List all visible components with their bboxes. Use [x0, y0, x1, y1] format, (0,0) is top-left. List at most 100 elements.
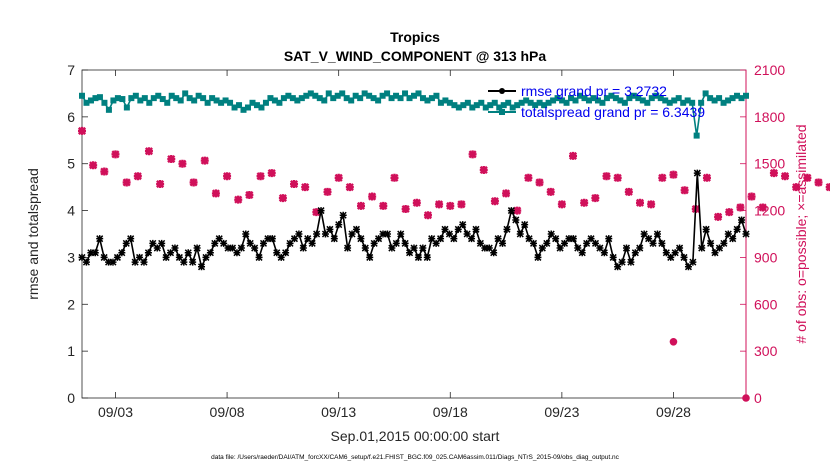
rmse-marker — [702, 225, 710, 233]
spread-marker — [285, 92, 292, 99]
x-tick-label: 09/03 — [98, 404, 133, 420]
obs-cross — [401, 204, 410, 214]
rmse-marker — [738, 216, 746, 224]
obs-assimilated-marker — [658, 173, 667, 182]
spread-marker — [137, 97, 144, 104]
x-tick-label: 09/08 — [210, 404, 245, 420]
rmse-marker — [206, 249, 214, 257]
rmse-marker — [82, 258, 90, 266]
spread-marker — [384, 90, 391, 97]
obs-assimilated-marker — [167, 154, 176, 164]
rmse-marker — [676, 244, 684, 252]
rmse-marker — [680, 253, 688, 261]
spread-marker — [222, 97, 229, 104]
rmse-marker — [521, 221, 529, 229]
spread-marker — [312, 92, 319, 99]
rmse-marker — [220, 239, 228, 247]
obs-assimilated-marker — [524, 173, 533, 182]
rmse-marker — [277, 253, 285, 261]
rmse-marker — [268, 235, 276, 243]
spread-marker — [213, 97, 220, 104]
rmse-marker — [441, 225, 449, 233]
obs-cross — [769, 169, 778, 178]
spread-marker — [173, 95, 180, 102]
rmse-marker — [667, 253, 675, 261]
obs-assimilated-marker — [156, 179, 165, 189]
spread-marker — [146, 99, 153, 106]
obs-assimilated-marker — [401, 204, 410, 214]
spread-marker — [119, 96, 126, 103]
spread-marker — [657, 95, 664, 102]
spread-marker — [357, 95, 364, 102]
y-right-tick-label: 1200 — [754, 203, 785, 219]
spread-marker — [523, 97, 530, 104]
spread-marker — [231, 104, 238, 111]
spread-marker — [92, 95, 99, 102]
obs-cross — [513, 206, 522, 215]
spread-marker — [527, 99, 534, 106]
obs-assimilated-marker — [647, 200, 656, 209]
rmse-marker — [715, 244, 723, 252]
obs-assimilated-marker — [323, 187, 332, 196]
obs-assimilated-marker — [468, 150, 477, 159]
rmse-marker — [357, 235, 365, 243]
spread-marker — [141, 95, 148, 102]
obs-cross — [200, 156, 209, 165]
rmse-marker — [622, 244, 631, 252]
rmse-marker — [499, 239, 507, 247]
obs-assimilated-marker — [334, 173, 343, 182]
rmse-marker — [733, 225, 741, 233]
obs-assimilated-marker — [100, 167, 109, 176]
obs-cross — [167, 154, 176, 164]
spread-marker — [689, 99, 696, 106]
y-right-tick-label: 1500 — [754, 156, 785, 172]
obs-assimilated-marker — [178, 159, 187, 168]
obs-assimilated-marker — [345, 183, 354, 192]
rmse-marker — [724, 230, 732, 238]
obs-cross — [725, 208, 734, 217]
obs-assimilated-marker — [513, 206, 522, 215]
y-right-tick-label: 0 — [754, 390, 762, 406]
rmse-marker — [290, 235, 299, 243]
rmse-marker — [264, 235, 272, 243]
rmse-marker — [330, 235, 338, 243]
spread-marker — [267, 95, 274, 102]
obs-cross — [334, 173, 343, 182]
spread-marker — [599, 99, 606, 106]
obs-assimilated-marker — [133, 172, 142, 181]
spread-marker — [227, 99, 234, 106]
obs-cross — [211, 189, 220, 198]
spread-marker — [698, 99, 705, 106]
spread-marker — [204, 99, 211, 106]
spread-marker — [446, 99, 453, 106]
rmse-marker — [468, 235, 476, 243]
rmse-marker — [525, 235, 533, 243]
spread-marker — [671, 97, 678, 104]
obs-assimilated-marker — [624, 187, 633, 196]
rmse-marker — [140, 258, 148, 266]
obs-cross — [702, 173, 711, 182]
y-left-tick-label: 5 — [67, 156, 75, 172]
spread-marker — [271, 97, 278, 104]
spread-marker — [379, 92, 386, 99]
spread-marker — [433, 92, 440, 99]
rmse-marker — [251, 244, 259, 252]
y-right-tick-label: 900 — [754, 249, 778, 265]
rmse-marker — [392, 239, 400, 247]
spread-marker — [339, 90, 346, 97]
rmse-marker — [516, 230, 524, 238]
rmse-marker — [698, 244, 706, 252]
spread-marker — [478, 99, 485, 106]
obs-assimilated-marker — [412, 198, 421, 207]
spread-marker — [249, 99, 256, 106]
rmse-marker — [308, 239, 316, 247]
obs-cross — [111, 150, 120, 159]
obs-cross — [289, 179, 299, 189]
rmse-marker — [180, 258, 188, 266]
obs-cross — [390, 173, 399, 182]
spread-marker — [245, 104, 251, 111]
y-left-tick-label: 1 — [67, 343, 75, 359]
spread-marker — [334, 92, 341, 99]
rmse-marker — [127, 235, 135, 243]
spread-marker — [352, 92, 359, 99]
